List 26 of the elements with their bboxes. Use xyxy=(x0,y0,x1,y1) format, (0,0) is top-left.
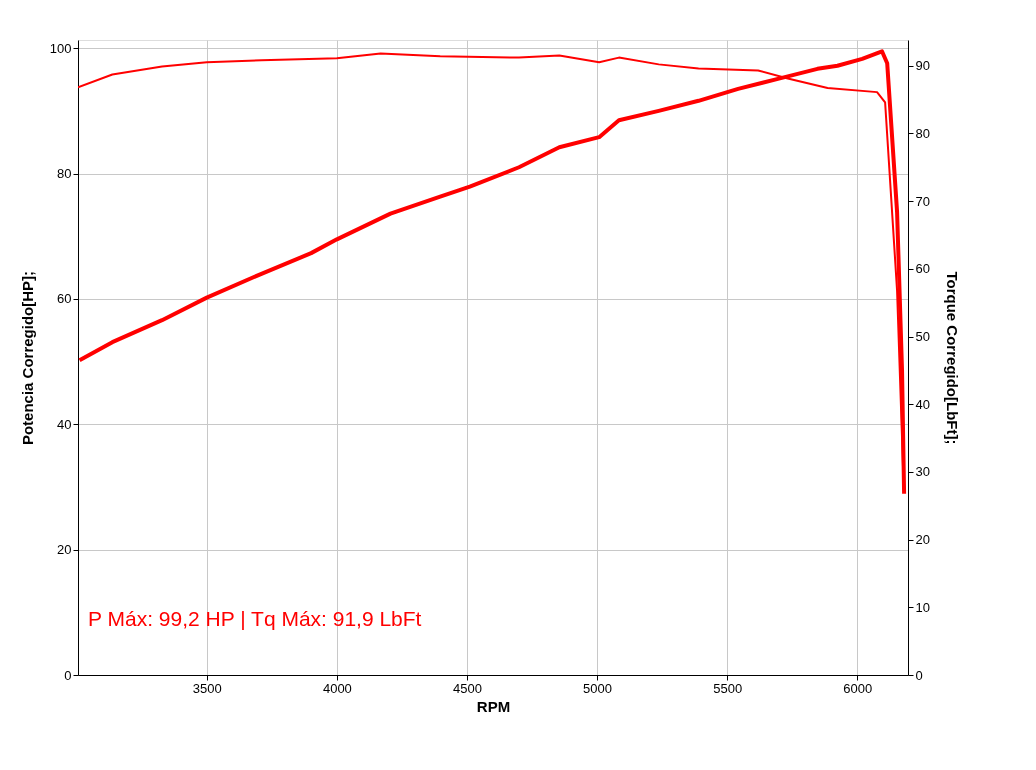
y2-tick-label: 70 xyxy=(915,193,930,209)
y-tick-label: 20 xyxy=(57,542,72,558)
y2-tick-label: 50 xyxy=(915,329,930,345)
y-tick-label: 60 xyxy=(57,291,72,307)
y-tick-label: 100 xyxy=(49,40,72,56)
y2-tick-label: 30 xyxy=(915,464,930,480)
y2-tick-label: 10 xyxy=(915,599,930,615)
x-tick-label: 4000 xyxy=(322,680,352,696)
y2-tick-label: 40 xyxy=(915,396,930,412)
y2-tick-label: 0 xyxy=(915,667,923,683)
y-tick-label: 40 xyxy=(57,416,72,432)
x-tick-label: 4500 xyxy=(453,680,482,696)
y2-tick-label: 80 xyxy=(915,125,930,141)
y2-tick-label: 60 xyxy=(915,261,930,277)
x-tick-label: 6000 xyxy=(843,680,873,696)
y-tick-label: 80 xyxy=(57,166,72,182)
y-axis-title: Potencia Corregido[HP]; xyxy=(18,270,36,446)
y2-tick-label: 90 xyxy=(915,58,930,74)
y2-axis-title: Torque Corregido[LbFt]; xyxy=(943,271,961,445)
x-tick-label: 5500 xyxy=(713,680,743,696)
x-tick-label: 5000 xyxy=(583,680,613,696)
y-tick-label: 0 xyxy=(64,667,72,683)
x-tick-label: 3500 xyxy=(192,680,222,696)
y2-tick-label: 20 xyxy=(915,532,930,548)
annotation: P Máx: 99,2 HP | Tq Máx: 91,9 LbFt xyxy=(88,607,422,630)
x-axis-title: RPM xyxy=(476,697,511,715)
